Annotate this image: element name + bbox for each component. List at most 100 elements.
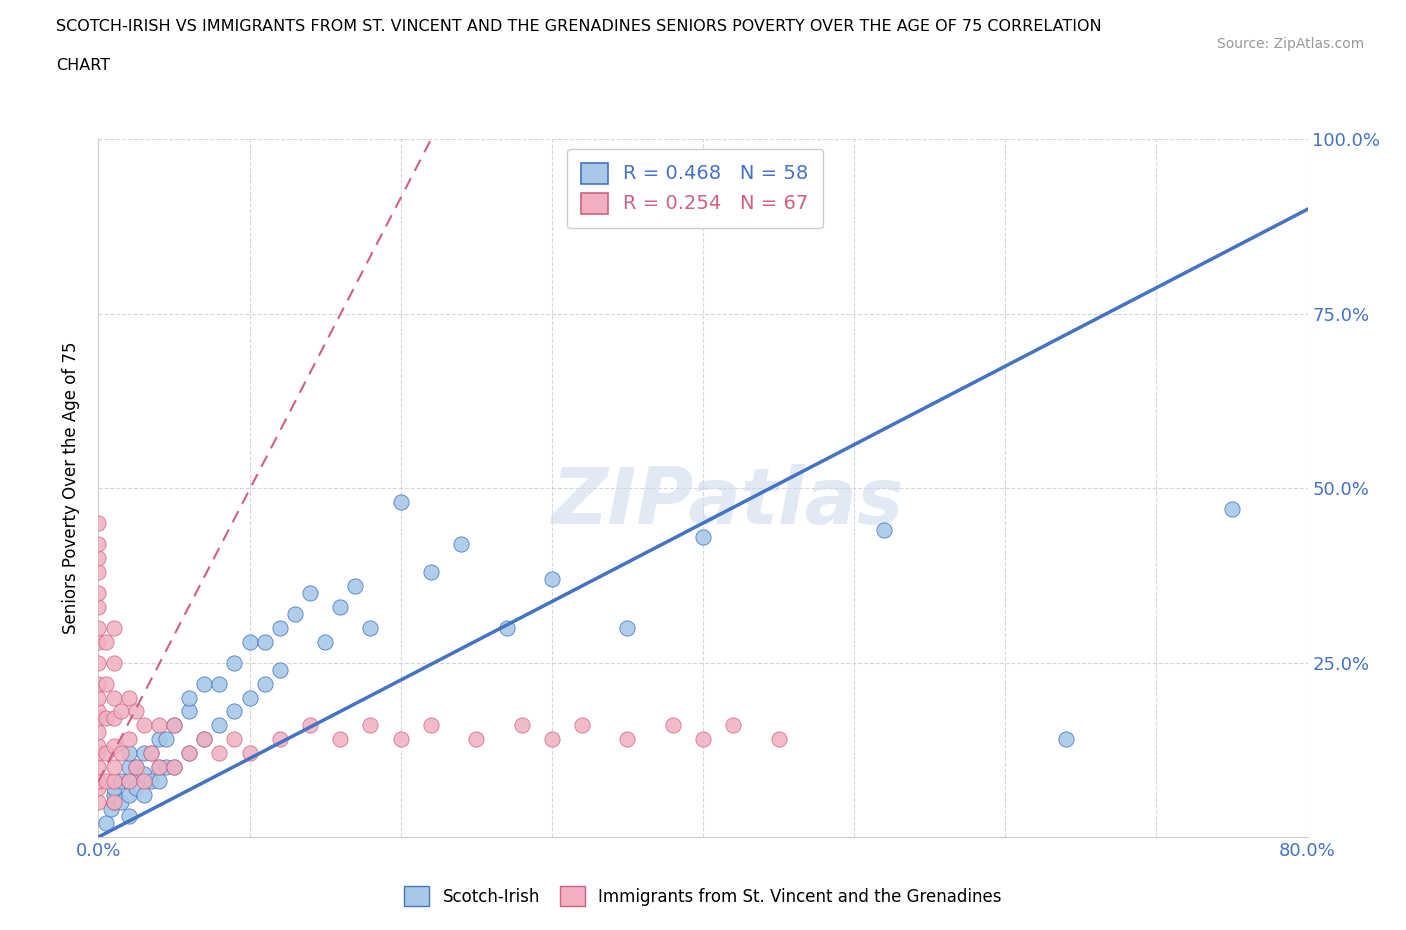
Point — [132, 766, 155, 781]
Point — [224, 732, 246, 747]
Point — [125, 760, 148, 775]
Point — [737, 160, 759, 175]
Point — [118, 774, 141, 789]
Point — [118, 746, 141, 761]
Point — [616, 620, 638, 635]
Point — [179, 746, 201, 761]
Point — [94, 816, 117, 830]
Point — [125, 781, 148, 796]
Point — [94, 634, 117, 649]
Point — [723, 718, 745, 733]
Point — [360, 718, 382, 733]
Point — [193, 732, 215, 747]
Point — [148, 760, 170, 775]
Point — [103, 794, 125, 809]
Point — [208, 718, 231, 733]
Point — [103, 788, 125, 803]
Point — [118, 788, 141, 803]
Point — [118, 809, 141, 824]
Point — [87, 620, 110, 635]
Point — [239, 634, 262, 649]
Point — [1220, 502, 1243, 517]
Point — [87, 781, 110, 796]
Point — [103, 794, 125, 809]
Point — [103, 711, 125, 725]
Point — [87, 725, 110, 740]
Point — [103, 656, 125, 671]
Point — [768, 732, 790, 747]
Point — [94, 676, 117, 691]
Point — [239, 746, 262, 761]
Point — [141, 774, 163, 789]
Point — [103, 690, 125, 705]
Point — [616, 732, 638, 747]
Point — [103, 774, 125, 789]
Point — [110, 704, 132, 719]
Point — [155, 760, 177, 775]
Point — [389, 732, 412, 747]
Point — [87, 600, 110, 615]
Point — [193, 676, 215, 691]
Point — [87, 746, 110, 761]
Point — [87, 565, 110, 579]
Point — [360, 620, 382, 635]
Point — [389, 495, 412, 510]
Point — [253, 676, 276, 691]
Point — [103, 781, 125, 796]
Point — [269, 732, 291, 747]
Point — [94, 711, 117, 725]
Point — [87, 774, 110, 789]
Point — [284, 606, 307, 621]
Point — [118, 774, 141, 789]
Point — [344, 578, 367, 593]
Point — [87, 551, 110, 565]
Text: SCOTCH-IRISH VS IMMIGRANTS FROM ST. VINCENT AND THE GRENADINES SENIORS POVERTY O: SCOTCH-IRISH VS IMMIGRANTS FROM ST. VINC… — [56, 19, 1102, 33]
Point — [110, 746, 132, 761]
Text: CHART: CHART — [56, 58, 110, 73]
Point — [103, 620, 125, 635]
Point — [118, 760, 141, 775]
Point — [125, 704, 148, 719]
Point — [662, 718, 685, 733]
Point — [100, 802, 122, 817]
Point — [87, 656, 110, 671]
Point — [132, 718, 155, 733]
Y-axis label: Seniors Poverty Over the Age of 75: Seniors Poverty Over the Age of 75 — [62, 342, 80, 634]
Point — [132, 774, 155, 789]
Point — [87, 537, 110, 551]
Point — [87, 676, 110, 691]
Point — [692, 732, 714, 747]
Point — [179, 704, 201, 719]
Point — [87, 738, 110, 753]
Point — [148, 718, 170, 733]
Point — [329, 732, 352, 747]
Point — [87, 515, 110, 530]
Point — [269, 620, 291, 635]
Point — [87, 760, 110, 775]
Point — [87, 711, 110, 725]
Point — [94, 746, 117, 761]
Point — [208, 746, 231, 761]
Point — [179, 690, 201, 705]
Point — [465, 732, 488, 747]
Point — [87, 634, 110, 649]
Point — [239, 690, 262, 705]
Text: ZIPatlas: ZIPatlas — [551, 464, 903, 540]
Point — [141, 746, 163, 761]
Point — [450, 537, 472, 551]
Point — [510, 718, 533, 733]
Point — [495, 620, 517, 635]
Point — [269, 662, 291, 677]
Point — [314, 634, 336, 649]
Point — [420, 718, 443, 733]
Point — [103, 738, 125, 753]
Point — [208, 676, 231, 691]
Point — [87, 586, 110, 601]
Point — [179, 746, 201, 761]
Point — [163, 718, 186, 733]
Point — [148, 732, 170, 747]
Point — [540, 732, 562, 747]
Legend: Scotch-Irish, Immigrants from St. Vincent and the Grenadines: Scotch-Irish, Immigrants from St. Vincen… — [398, 880, 1008, 912]
Point — [224, 704, 246, 719]
Point — [110, 774, 132, 789]
